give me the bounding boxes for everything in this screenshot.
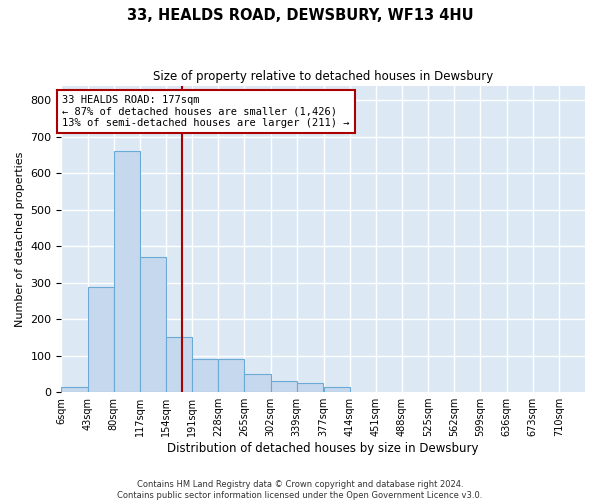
Bar	[244, 374, 271, 392]
Bar	[323, 387, 350, 392]
Bar	[88, 288, 113, 392]
Bar	[140, 257, 166, 392]
Text: 33 HEALDS ROAD: 177sqm
← 87% of detached houses are smaller (1,426)
13% of semi-: 33 HEALDS ROAD: 177sqm ← 87% of detached…	[62, 95, 350, 128]
Bar	[218, 359, 244, 392]
Text: 33, HEALDS ROAD, DEWSBURY, WF13 4HU: 33, HEALDS ROAD, DEWSBURY, WF13 4HU	[127, 8, 473, 22]
Bar	[192, 359, 218, 392]
Title: Size of property relative to detached houses in Dewsbury: Size of property relative to detached ho…	[153, 70, 493, 83]
Y-axis label: Number of detached properties: Number of detached properties	[15, 151, 25, 326]
Bar	[166, 336, 192, 392]
Bar	[271, 381, 297, 392]
Bar	[61, 387, 88, 392]
Text: Contains HM Land Registry data © Crown copyright and database right 2024.
Contai: Contains HM Land Registry data © Crown c…	[118, 480, 482, 500]
X-axis label: Distribution of detached houses by size in Dewsbury: Distribution of detached houses by size …	[167, 442, 479, 455]
Bar	[297, 383, 323, 392]
Bar	[113, 151, 140, 392]
